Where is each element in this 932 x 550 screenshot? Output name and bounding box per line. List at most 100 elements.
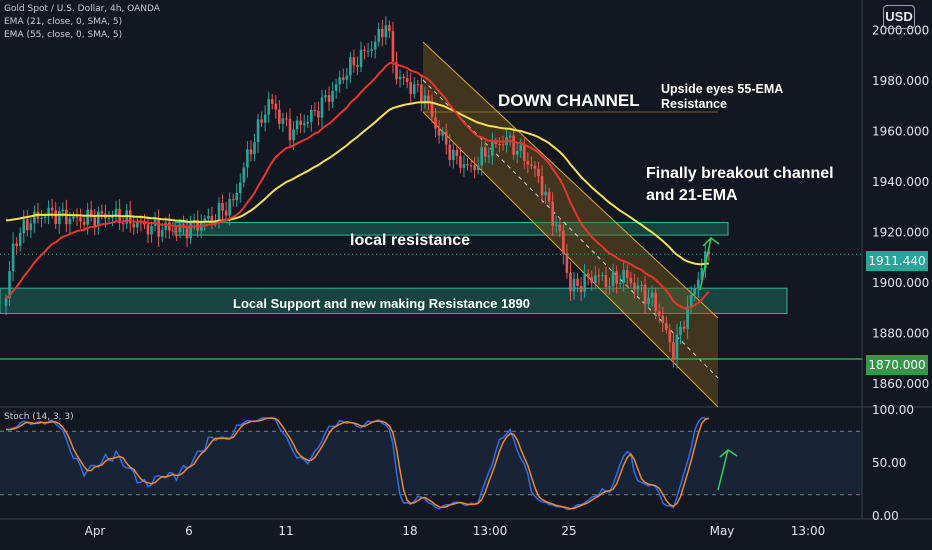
stoch-legend: Stoch (14, 3, 3) xyxy=(4,412,74,422)
resistance-zone-label: local resistance xyxy=(350,232,470,249)
candle-body xyxy=(320,97,324,118)
candle-body xyxy=(4,298,8,306)
time-tick-label: 18 xyxy=(402,524,417,538)
candle-body xyxy=(377,29,381,42)
candle-body xyxy=(334,84,338,91)
candle-body xyxy=(650,292,654,298)
channel-upper-line xyxy=(422,41,719,319)
candle-body xyxy=(40,217,43,219)
down-channel-label: DOWN CHANNEL xyxy=(498,91,640,110)
candle-body xyxy=(373,41,377,50)
candle-body xyxy=(210,215,214,221)
channel-midline xyxy=(422,79,719,379)
candle-body xyxy=(253,141,256,155)
candle-body xyxy=(452,149,455,160)
breakout-arrow xyxy=(699,237,720,291)
candle-body xyxy=(675,334,679,360)
candle-body xyxy=(395,61,398,80)
candle-body xyxy=(469,165,473,167)
candle-body xyxy=(207,215,210,219)
candle-body xyxy=(22,219,26,234)
candle-body xyxy=(239,182,242,193)
candle-body xyxy=(448,144,452,160)
candle-body xyxy=(679,326,682,335)
candle-body xyxy=(384,25,388,38)
candle-body xyxy=(203,218,207,223)
time-tick-label: 6 xyxy=(185,524,193,538)
candle-body xyxy=(615,271,618,284)
candle-body xyxy=(43,216,47,218)
breakout-label-line1: Finally breakout channel xyxy=(646,165,834,182)
candle-body xyxy=(352,57,356,66)
price-tick-label: 1880.000 xyxy=(872,327,929,341)
candle-body xyxy=(423,95,427,103)
candle-body xyxy=(682,326,686,329)
candle-body xyxy=(519,144,523,151)
candle-body xyxy=(86,209,89,225)
candle-body xyxy=(586,273,590,278)
candle-body xyxy=(661,315,665,323)
candle-body xyxy=(551,201,554,226)
currency-button[interactable]: USD xyxy=(883,5,915,29)
candle-body xyxy=(75,216,79,218)
candle-body xyxy=(466,164,469,166)
upside-label-line2: Resistance xyxy=(661,97,727,111)
candle-body xyxy=(50,207,54,211)
candle-body xyxy=(292,129,295,141)
candle-body xyxy=(150,225,153,235)
candle-body xyxy=(356,65,359,67)
candle-body xyxy=(381,29,384,38)
candle-body xyxy=(594,275,597,283)
candle-body xyxy=(327,95,331,102)
candle-body xyxy=(100,211,104,214)
support-price-tag: 1870.000 xyxy=(866,355,928,375)
candle-body xyxy=(388,25,391,32)
candle-body xyxy=(270,99,274,104)
candle-body xyxy=(33,211,36,224)
candle-body xyxy=(231,199,235,201)
candle-body xyxy=(420,84,423,103)
ema55-line xyxy=(5,101,709,266)
candle-body xyxy=(625,270,629,278)
candle-body xyxy=(427,95,430,102)
candle-body xyxy=(696,279,700,289)
candle-body xyxy=(324,95,327,98)
candle-body xyxy=(302,123,306,126)
time-tick-label: 13:00 xyxy=(473,524,508,538)
candle-body xyxy=(483,147,487,157)
candle-body xyxy=(242,167,246,183)
candle-body xyxy=(590,277,594,283)
candle-body xyxy=(391,31,395,62)
candle-body xyxy=(313,110,317,112)
candle-body xyxy=(405,78,409,83)
upside-label-line1: Upside eyes 55-EMA xyxy=(661,82,783,96)
candle-body xyxy=(547,191,551,202)
candle-body xyxy=(26,219,29,231)
candle-body xyxy=(235,192,239,201)
candle-body xyxy=(8,271,11,299)
candle-body xyxy=(263,114,267,123)
candle-body xyxy=(93,217,97,227)
candle-body xyxy=(267,99,270,115)
candle-body xyxy=(565,253,569,273)
candle-body xyxy=(29,223,33,231)
candle-body xyxy=(640,284,643,286)
stoch-d-line xyxy=(6,417,710,510)
channel-lower-line xyxy=(422,111,719,408)
candle-body xyxy=(341,77,345,80)
candle-body xyxy=(508,135,512,138)
ema21-line xyxy=(5,61,710,310)
candle-body xyxy=(604,275,608,287)
breakout-label-line2: and 21-EMA xyxy=(646,187,738,204)
resistance-zone xyxy=(174,221,729,236)
candle-body xyxy=(554,224,558,226)
candle-body xyxy=(260,119,263,123)
candle-body xyxy=(657,311,661,316)
candle-body xyxy=(366,50,370,52)
candle-body xyxy=(707,251,711,255)
candle-body xyxy=(278,109,281,124)
candle-body xyxy=(256,119,260,142)
candle-body xyxy=(647,297,650,304)
price-tick-label: 1960.000 xyxy=(872,124,929,138)
